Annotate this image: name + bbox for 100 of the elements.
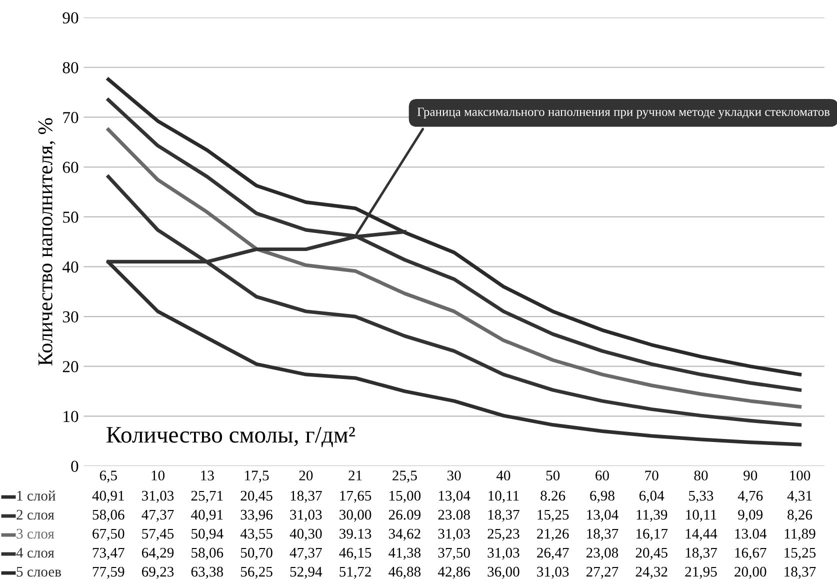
data-label: 13,04 — [587, 510, 618, 522]
data-label: 31,03 — [290, 510, 322, 522]
data-label: 47,37 — [290, 548, 322, 560]
data-label: 15,25 — [784, 548, 816, 560]
data-label: 47,37 — [142, 510, 174, 522]
y-tick-label: 20 — [62, 361, 78, 372]
data-label: 6,98 — [590, 490, 614, 503]
y-tick-label: 40 — [62, 261, 78, 273]
annotation: Граница максимального наполнения при ручном методе укладки стекломатов — [417, 108, 830, 119]
x-tick-label: 10 — [152, 470, 165, 480]
data-label: 18,37 — [784, 566, 816, 579]
data-label: 9,09 — [738, 510, 763, 522]
data-label: 23.08 — [438, 510, 470, 520]
data-label: 67,50 — [92, 528, 124, 541]
data-label: 46,88 — [388, 566, 421, 579]
data-label: 50,94 — [192, 528, 224, 541]
x-tick-label: 70 — [645, 470, 658, 480]
data-label: 8.26 — [540, 490, 566, 501]
legend-label: 2 слоя — [16, 510, 54, 520]
data-label: 50,70 — [240, 548, 272, 560]
legend-label: 1 слой — [17, 490, 56, 501]
data-label: 36,00 — [488, 566, 520, 579]
x-tick-label: 60 — [596, 470, 609, 480]
data-label: 31,03 — [142, 490, 174, 503]
data-label: 46,15 — [339, 548, 372, 560]
data-label: 16,67 — [735, 548, 766, 560]
legend-label: 4 слоя — [16, 548, 54, 558]
data-label: 63,38 — [191, 566, 224, 579]
legend-label: 3 слоя — [16, 528, 54, 539]
legend-label: 5 слоев — [16, 566, 62, 577]
data-label: 11,89 — [784, 528, 816, 541]
y-tick-label: 30 — [62, 311, 78, 322]
x-tick-label: 80 — [694, 470, 708, 480]
data-label: 20,45 — [636, 548, 668, 560]
data-label: 16,17 — [636, 528, 668, 541]
x-tick-label: 25,5 — [392, 470, 417, 483]
y-tick-label: 60 — [62, 162, 78, 173]
data-label: 25,23 — [488, 528, 520, 541]
data-label: 39.13 — [340, 528, 372, 539]
x-tick-label: 13 — [201, 470, 214, 480]
data-label: 11,39 — [636, 510, 668, 522]
y-tick-label: 90 — [62, 12, 78, 24]
y-tick-label: 10 — [64, 410, 78, 422]
data-label: 15,00 — [390, 490, 421, 503]
data-label: 10,11 — [686, 510, 716, 522]
data-label: 56,25 — [240, 566, 272, 579]
x-tick-label: 30 — [447, 470, 461, 480]
data-label: 52,94 — [290, 566, 322, 579]
data-label: 18,37 — [587, 528, 618, 541]
data-label: 27,27 — [586, 566, 618, 579]
y-tick-label: 80 — [62, 62, 78, 74]
data-label: 77,59 — [92, 566, 124, 579]
x-tick-label: 100 — [790, 470, 810, 480]
data-label: 51,72 — [340, 566, 371, 579]
data-label: 26.09 — [388, 510, 420, 520]
x-tick-label: 21 — [348, 470, 362, 480]
data-label: 25,71 — [191, 490, 223, 503]
data-label: 31,03 — [438, 528, 470, 541]
data-label: 58,06 — [92, 510, 124, 522]
data-label: 18,37 — [686, 548, 717, 560]
data-label: 14,44 — [686, 528, 718, 541]
x-tick-label: 17,5 — [245, 470, 269, 483]
y-axis-title: Количество наполнителя, % — [38, 118, 56, 366]
data-label: 42,86 — [438, 566, 470, 579]
data-label: 41,38 — [388, 548, 421, 560]
data-label: 6,04 — [639, 490, 664, 503]
data-label: 43,55 — [240, 528, 272, 541]
data-label: 20,45 — [240, 490, 272, 503]
data-label: 73,47 — [92, 548, 124, 560]
x-tick-label: 40 — [496, 470, 510, 480]
data-label: 13,04 — [438, 490, 470, 503]
data-label: 15,25 — [538, 510, 569, 522]
y-tick-label: 0 — [71, 460, 78, 472]
data-label: 26,47 — [537, 548, 569, 560]
data-label: 31,03 — [537, 566, 569, 579]
x-tick-label: 90 — [744, 470, 758, 480]
data-label: 4,76 — [738, 490, 763, 503]
data-label: 21,95 — [685, 566, 717, 579]
x-tick-label: 6,5 — [100, 470, 117, 483]
y-tick-label: 50 — [63, 212, 78, 223]
data-label: 58,06 — [192, 548, 224, 560]
data-label: 37,50 — [438, 548, 470, 560]
data-label: 33,96 — [240, 510, 273, 522]
data-label: 64,29 — [142, 548, 174, 560]
data-label: 20,00 — [734, 566, 766, 579]
data-label: 4,31 — [787, 490, 812, 503]
data-label: 24,32 — [636, 566, 668, 579]
data-label: 10,11 — [488, 490, 519, 503]
data-label: 13.04 — [735, 528, 767, 539]
y-tick-label: 70 — [63, 112, 78, 124]
x-axis-title: Количество смолы, г/дм² — [106, 426, 355, 448]
data-label: 69,23 — [142, 566, 174, 579]
x-tick-label: 20 — [299, 470, 313, 480]
data-label: 21,26 — [537, 528, 569, 541]
data-label: 8,26 — [788, 510, 812, 522]
data-label: 40,91 — [92, 490, 124, 503]
data-label: 34,62 — [388, 528, 420, 541]
data-label: 18,37 — [290, 490, 322, 503]
data-label: 5,33 — [689, 490, 714, 503]
data-label: 17,65 — [340, 490, 372, 503]
